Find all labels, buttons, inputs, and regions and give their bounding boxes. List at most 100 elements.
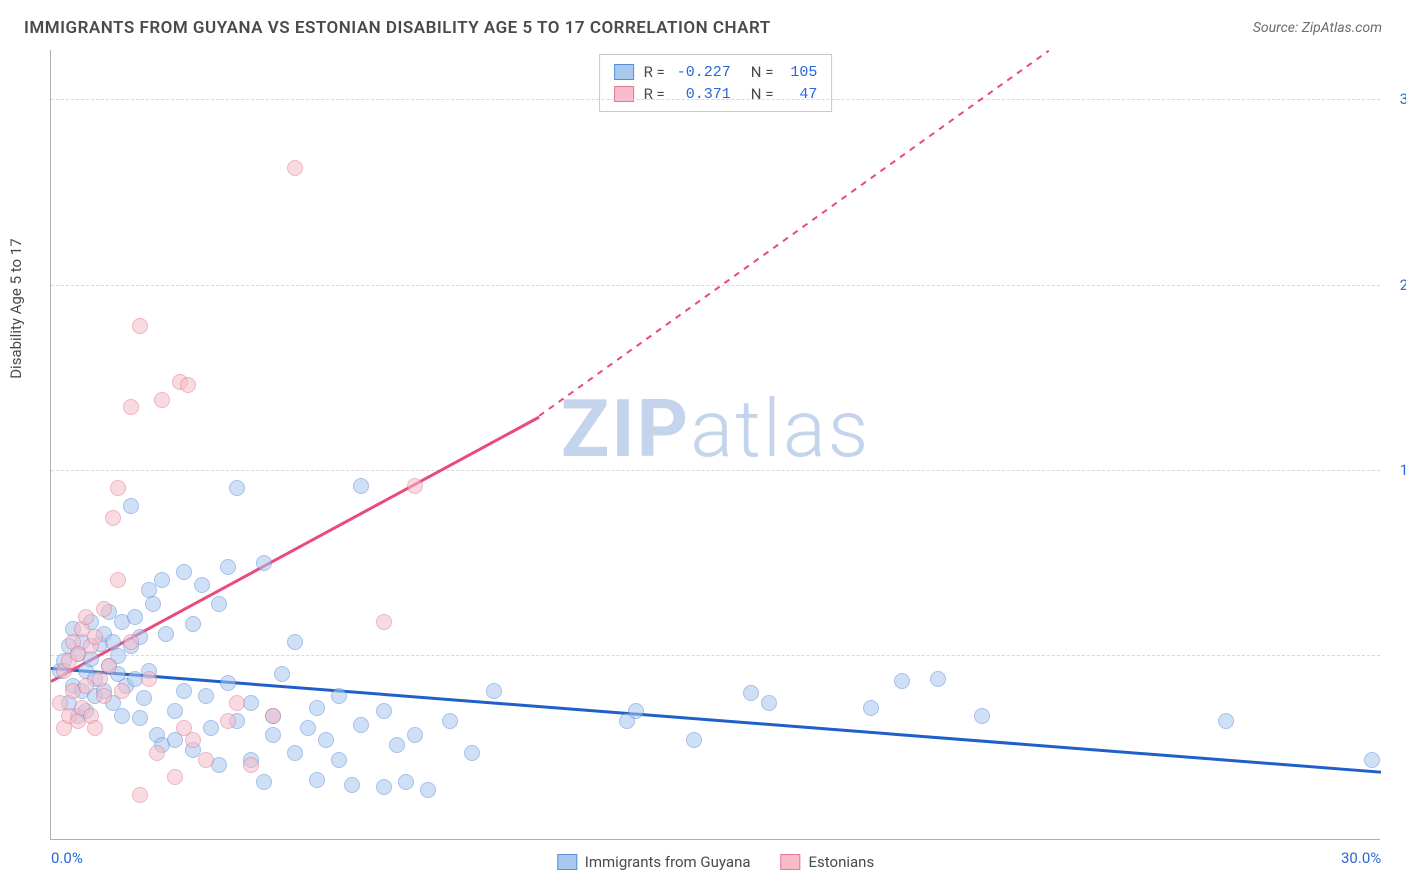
y-axis-label: Disability Age 5 to 17 <box>7 238 25 378</box>
x-tick-label: 0.0% <box>51 849 83 867</box>
scatter-point <box>123 498 139 514</box>
stats-n-label: N = <box>751 63 774 81</box>
scatter-point <box>220 713 236 729</box>
scatter-point <box>105 634 121 650</box>
scatter-point <box>974 708 990 724</box>
scatter-point <box>464 745 480 761</box>
scatter-point <box>123 399 139 415</box>
scatter-point <box>149 745 165 761</box>
scatter-point <box>265 708 281 724</box>
scatter-point <box>894 673 910 689</box>
watermark: ZIPatlas <box>561 382 871 476</box>
legend-swatch <box>781 854 801 870</box>
scatter-point <box>198 752 214 768</box>
scatter-point <box>185 616 201 632</box>
legend-label: Immigrants from Guyana <box>585 853 751 871</box>
scatter-point <box>132 318 148 334</box>
y-tick-label: 15.0% <box>1385 461 1406 479</box>
gridline <box>51 655 1380 656</box>
gridline <box>51 99 1380 100</box>
scatter-point <box>331 752 347 768</box>
scatter-point <box>256 774 272 790</box>
scatter-point <box>145 596 161 612</box>
scatter-point <box>87 629 103 645</box>
scatter-point <box>344 777 360 793</box>
scatter-point <box>176 564 192 580</box>
scatter-point <box>167 703 183 719</box>
scatter-point <box>229 480 245 496</box>
scatter-point <box>114 708 130 724</box>
legend-item: Estonians <box>781 853 875 871</box>
scatter-point <box>110 572 126 588</box>
stats-r-label: R = <box>644 63 665 81</box>
y-tick-label: 30.0% <box>1385 90 1406 108</box>
scatter-point <box>176 683 192 699</box>
legend-swatch <box>614 64 634 80</box>
scatter-point <box>309 700 325 716</box>
scatter-point <box>203 720 219 736</box>
scatter-point <box>114 683 130 699</box>
scatter-point <box>486 683 502 699</box>
scatter-point <box>389 737 405 753</box>
legend-swatch <box>557 854 577 870</box>
scatter-point <box>376 779 392 795</box>
scatter-point <box>398 774 414 790</box>
source-label: Source: ZipAtlas.com <box>1253 20 1382 36</box>
scatter-point <box>442 713 458 729</box>
scatter-point <box>761 695 777 711</box>
scatter-point <box>96 601 112 617</box>
bottom-legend: Immigrants from Guyana Estonians <box>557 853 874 871</box>
watermark-bold: ZIP <box>561 382 691 476</box>
scatter-point <box>123 634 139 650</box>
scatter-point <box>185 732 201 748</box>
scatter-point <box>154 392 170 408</box>
y-tick-label: 7.5% <box>1385 646 1406 664</box>
watermark-light: atlas <box>690 382 870 476</box>
plot-area: ZIPatlas R =-0.227N =105R =0.371N =47 Im… <box>50 50 1380 840</box>
scatter-point <box>132 787 148 803</box>
scatter-point <box>229 695 245 711</box>
scatter-point <box>110 480 126 496</box>
scatter-point <box>300 720 316 736</box>
scatter-point <box>105 510 121 526</box>
stats-box: R =-0.227N =105R =0.371N =47 <box>599 54 833 112</box>
stats-row: R =-0.227N =105 <box>614 61 818 83</box>
legend-label: Estonians <box>809 853 875 871</box>
scatter-point <box>141 671 157 687</box>
scatter-point <box>220 675 236 691</box>
scatter-point <box>331 688 347 704</box>
scatter-point <box>154 572 170 588</box>
scatter-point <box>243 757 259 773</box>
scatter-point <box>127 609 143 625</box>
scatter-point <box>198 688 214 704</box>
scatter-point <box>211 596 227 612</box>
chart-title: IMMIGRANTS FROM GUYANA VS ESTONIAN DISAB… <box>24 18 771 38</box>
scatter-point <box>167 769 183 785</box>
scatter-point <box>376 614 392 630</box>
scatter-point <box>743 685 759 701</box>
scatter-point <box>220 559 236 575</box>
scatter-point <box>686 732 702 748</box>
scatter-point <box>136 690 152 706</box>
scatter-point <box>1218 713 1234 729</box>
stats-n-value: 105 <box>783 64 817 81</box>
scatter-point <box>194 577 210 593</box>
scatter-point <box>96 688 112 704</box>
gridline <box>51 285 1380 286</box>
scatter-point <box>78 609 94 625</box>
scatter-point <box>407 727 423 743</box>
scatter-point <box>101 658 117 674</box>
scatter-point <box>256 555 272 571</box>
scatter-point <box>930 671 946 687</box>
scatter-point <box>274 666 290 682</box>
scatter-point <box>180 377 196 393</box>
scatter-point <box>1364 752 1380 768</box>
scatter-point <box>287 634 303 650</box>
scatter-point <box>132 710 148 726</box>
scatter-point <box>628 703 644 719</box>
stats-row: R =0.371N =47 <box>614 83 818 105</box>
y-tick-label: 22.5% <box>1385 276 1406 294</box>
scatter-point <box>353 717 369 733</box>
scatter-point <box>407 478 423 494</box>
legend-item: Immigrants from Guyana <box>557 853 751 871</box>
